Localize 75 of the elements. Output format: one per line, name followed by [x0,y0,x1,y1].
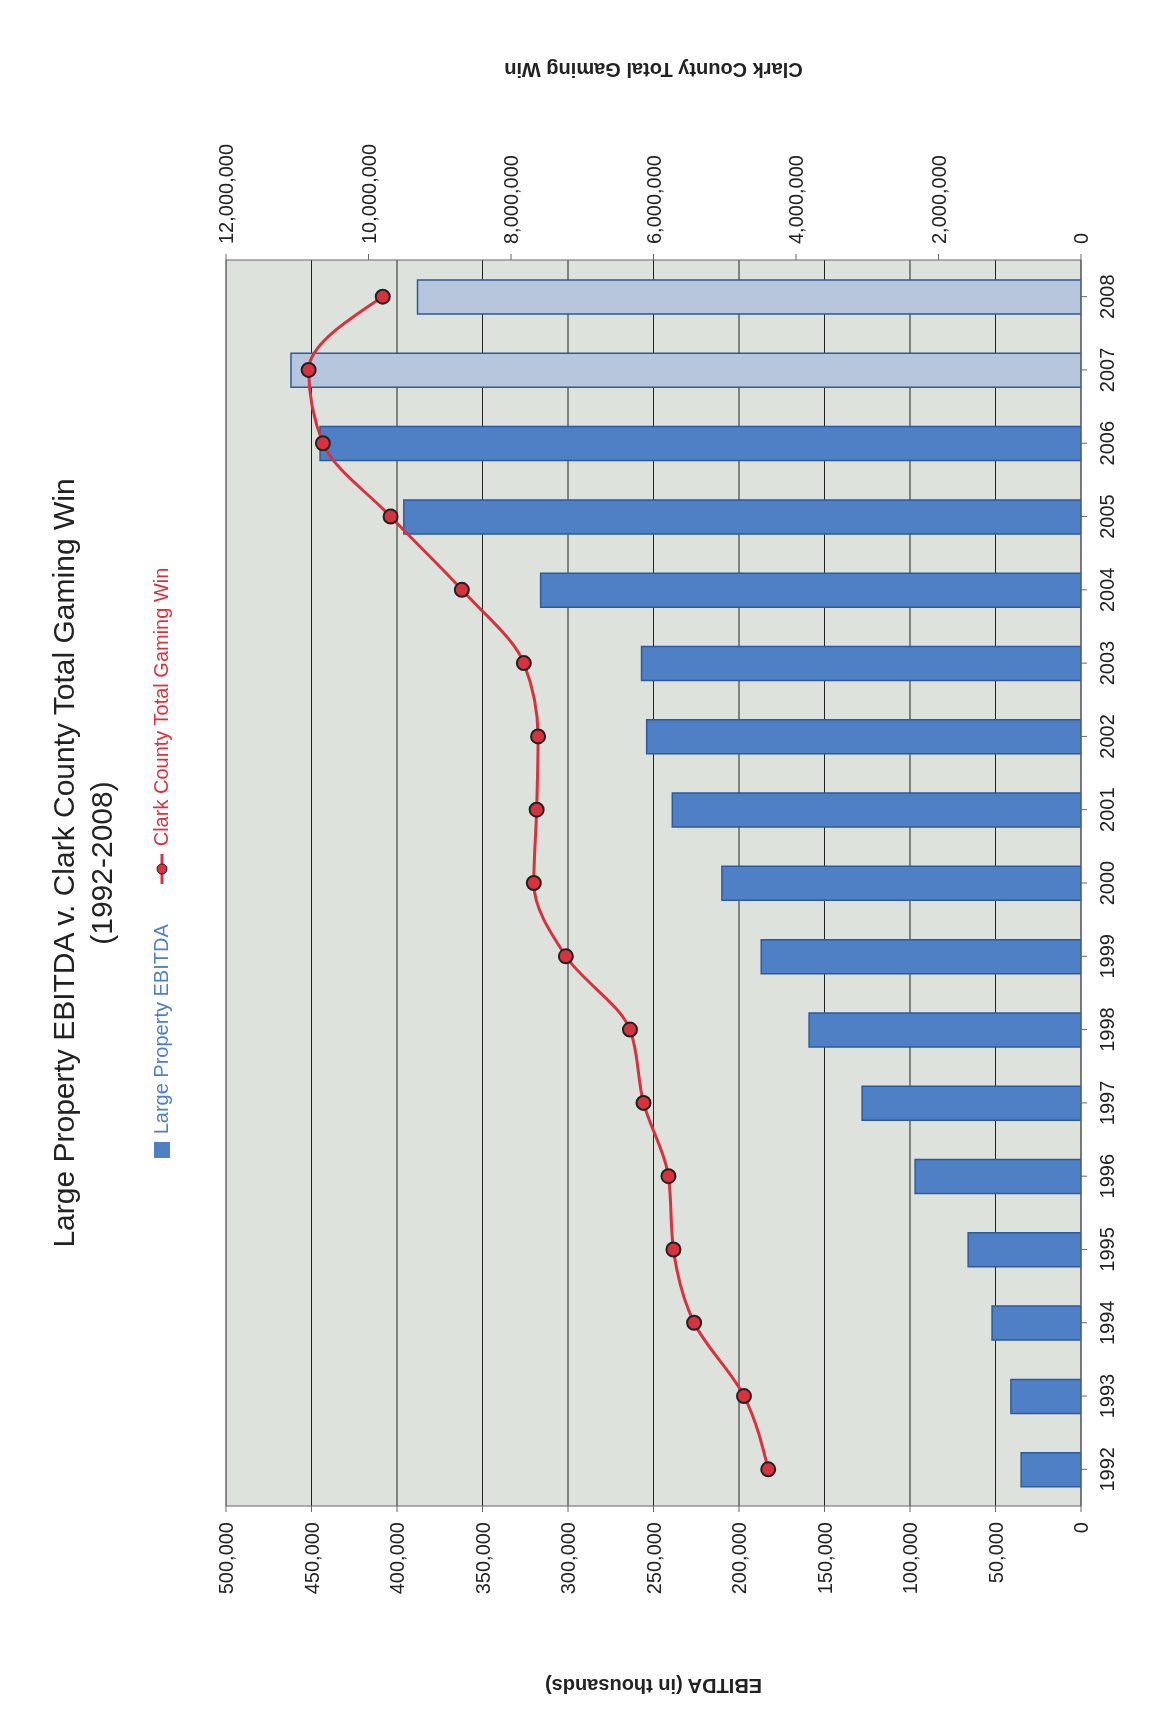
x-tick-label: 100,000 [899,1522,921,1595]
x-tick-label: 0 [1070,1522,1092,1534]
x-tick-label: 300,000 [557,1522,579,1595]
x2-tick-label: 10,000,000 [357,143,380,244]
y-tick-label: 2002 [1096,714,1118,759]
bar [671,792,1081,828]
text: Large Property EBITDA [150,924,173,1135]
bar [967,1232,1081,1268]
point [515,655,532,672]
y-tick-label: 1992 [1096,1447,1118,1492]
x-tick-label: 450,000 [300,1522,323,1595]
bar [861,1085,1081,1121]
y-tick-label: 2007 [1096,347,1118,393]
bar [1020,1451,1081,1488]
y-tick-label: 1994 [1096,1300,1118,1346]
x2-tick-label: 4,000,000 [785,155,807,244]
point [300,361,317,378]
x-tick-label: 150,000 [813,1522,836,1595]
text: (1992-2008) [84,780,119,947]
y-tick-label: 1995 [1096,1227,1118,1272]
y-tick-label: 2000 [1096,860,1118,906]
y-tick-label: 1996 [1096,1153,1118,1199]
bar [539,572,1081,608]
point [635,1094,652,1111]
y-tick-label: 2004 [1096,567,1118,613]
x2-tick-label: 0 [1070,232,1092,244]
point [686,1314,703,1331]
bar [640,645,1081,682]
point [760,1461,777,1478]
point [660,1168,677,1185]
bar [1010,1378,1081,1415]
bar [808,1012,1081,1048]
x-tick-label: 400,000 [386,1522,408,1595]
point [557,948,574,965]
text: Clark County Total Gaming Win [150,567,173,847]
point [735,1388,752,1405]
x2-tick-label: 6,000,000 [642,155,665,244]
y-tick-label: 2008 [1096,274,1118,319]
bar [760,938,1081,975]
y-tick-label: 2005 [1096,494,1118,539]
x-tick-label: 250,000 [642,1522,665,1595]
x2-axis-title: Clark County Total Gaming Win [504,59,803,81]
point [525,875,542,891]
x2-tick-label: 12,000,000 [215,143,237,244]
y-tick-label: 2003 [1096,640,1118,686]
point [528,801,545,818]
y-tick-label: 2001 [1096,787,1118,832]
point [621,1021,638,1038]
text: Large Property EBITDA v. Clark County Total Gaming Win [46,477,81,1250]
bar [416,279,1081,315]
bar [403,499,1081,535]
y-tick-label: 1997 [1096,1080,1118,1126]
bar [991,1305,1081,1341]
point [665,1241,682,1258]
point [382,508,399,525]
x2-tick-label: 2,000,000 [927,155,950,244]
y-tick-label: 1998 [1096,1007,1118,1052]
point [314,435,331,452]
bar [645,719,1081,755]
x-tick-label: 350,000 [471,1522,494,1595]
bar [914,1158,1081,1195]
bar [721,865,1081,902]
y-tick-label: 1993 [1096,1373,1118,1419]
bar [290,352,1081,389]
x-tick-label: 50,000 [984,1522,1007,1584]
y-tick-label: 2006 [1096,420,1118,466]
x-tick-label: 500,000 [215,1522,237,1595]
point [453,581,470,598]
x-tick-label: 200,000 [728,1522,750,1595]
bar [319,425,1081,462]
x-axis-title: EBITDA (in thousands) [544,1675,763,1697]
point [374,288,391,305]
point [530,728,547,745]
x2-tick-label: 8,000,000 [500,155,522,244]
y-tick-label: 1999 [1096,934,1118,979]
